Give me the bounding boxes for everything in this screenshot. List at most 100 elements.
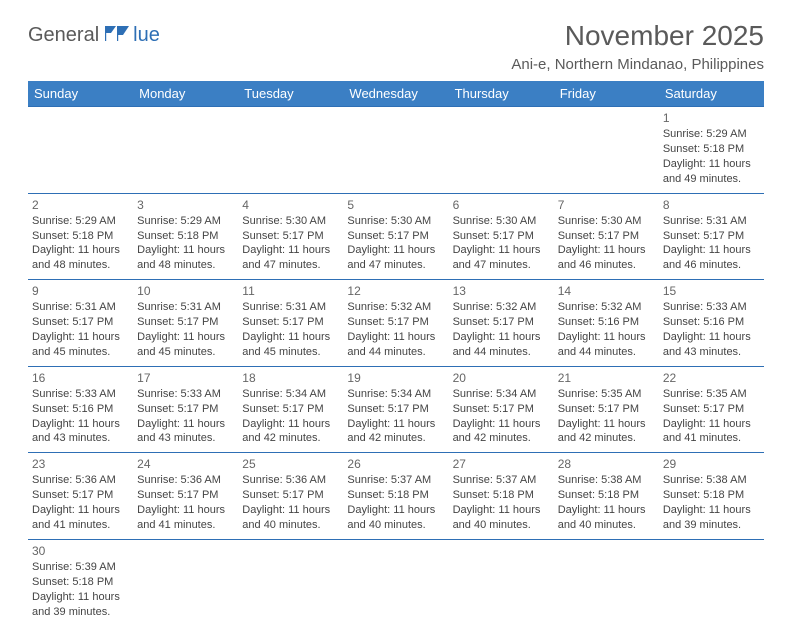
weekday-header: Friday (554, 81, 659, 107)
daylight-line: Daylight: 11 hours and 47 minutes. (453, 243, 550, 273)
day-number: 2 (32, 197, 129, 213)
calendar-day-cell: 13Sunrise: 5:32 AMSunset: 5:17 PMDayligh… (449, 280, 554, 367)
sunrise-line: Sunrise: 5:32 AM (558, 300, 655, 315)
daylight-line: Daylight: 11 hours and 48 minutes. (137, 243, 234, 273)
sunset-line: Sunset: 5:17 PM (663, 229, 760, 244)
sunrise-line: Sunrise: 5:33 AM (32, 387, 129, 402)
calendar-day-cell: 3Sunrise: 5:29 AMSunset: 5:18 PMDaylight… (133, 193, 238, 280)
sunset-line: Sunset: 5:17 PM (137, 402, 234, 417)
day-number: 26 (347, 456, 444, 472)
sunset-line: Sunset: 5:17 PM (558, 402, 655, 417)
sunrise-line: Sunrise: 5:30 AM (558, 214, 655, 229)
day-number: 13 (453, 283, 550, 299)
daylight-line: Daylight: 11 hours and 39 minutes. (32, 590, 129, 620)
daylight-line: Daylight: 11 hours and 42 minutes. (242, 417, 339, 447)
daylight-line: Daylight: 11 hours and 43 minutes. (137, 417, 234, 447)
sunset-line: Sunset: 5:18 PM (347, 488, 444, 503)
day-number: 25 (242, 456, 339, 472)
calendar-day-cell: 21Sunrise: 5:35 AMSunset: 5:17 PMDayligh… (554, 366, 659, 453)
sunset-line: Sunset: 5:17 PM (347, 402, 444, 417)
sunset-line: Sunset: 5:17 PM (453, 229, 550, 244)
sunrise-line: Sunrise: 5:38 AM (663, 473, 760, 488)
calendar-day-cell: 15Sunrise: 5:33 AMSunset: 5:16 PMDayligh… (659, 280, 764, 367)
daylight-line: Daylight: 11 hours and 41 minutes. (663, 417, 760, 447)
calendar-day-cell (133, 107, 238, 194)
daylight-line: Daylight: 11 hours and 43 minutes. (32, 417, 129, 447)
sunset-line: Sunset: 5:17 PM (453, 402, 550, 417)
calendar-table: SundayMondayTuesdayWednesdayThursdayFrid… (28, 81, 764, 625)
sunrise-line: Sunrise: 5:36 AM (242, 473, 339, 488)
sunrise-line: Sunrise: 5:33 AM (663, 300, 760, 315)
sunrise-line: Sunrise: 5:29 AM (137, 214, 234, 229)
day-number: 6 (453, 197, 550, 213)
calendar-day-cell: 1Sunrise: 5:29 AMSunset: 5:18 PMDaylight… (659, 107, 764, 194)
calendar-week-row: 30Sunrise: 5:39 AMSunset: 5:18 PMDayligh… (28, 539, 764, 625)
day-number: 16 (32, 370, 129, 386)
calendar-day-cell: 7Sunrise: 5:30 AMSunset: 5:17 PMDaylight… (554, 193, 659, 280)
sunrise-line: Sunrise: 5:31 AM (32, 300, 129, 315)
sunrise-line: Sunrise: 5:31 AM (242, 300, 339, 315)
sunrise-line: Sunrise: 5:32 AM (453, 300, 550, 315)
day-number: 24 (137, 456, 234, 472)
daylight-line: Daylight: 11 hours and 46 minutes. (558, 243, 655, 273)
weekday-header: Wednesday (343, 81, 448, 107)
sunset-line: Sunset: 5:17 PM (663, 402, 760, 417)
day-number: 3 (137, 197, 234, 213)
daylight-line: Daylight: 11 hours and 42 minutes. (558, 417, 655, 447)
day-number: 27 (453, 456, 550, 472)
logo-text-blue: lue (133, 24, 160, 47)
calendar-day-cell: 9Sunrise: 5:31 AMSunset: 5:17 PMDaylight… (28, 280, 133, 367)
sunrise-line: Sunrise: 5:35 AM (558, 387, 655, 402)
daylight-line: Daylight: 11 hours and 42 minutes. (453, 417, 550, 447)
header: General lue November 2025 Ani-e, Norther… (28, 20, 764, 73)
calendar-day-cell (28, 107, 133, 194)
calendar-day-cell: 28Sunrise: 5:38 AMSunset: 5:18 PMDayligh… (554, 453, 659, 540)
calendar-day-cell (133, 539, 238, 625)
calendar-day-cell (238, 107, 343, 194)
day-number: 4 (242, 197, 339, 213)
calendar-day-cell: 22Sunrise: 5:35 AMSunset: 5:17 PMDayligh… (659, 366, 764, 453)
calendar-day-cell: 27Sunrise: 5:37 AMSunset: 5:18 PMDayligh… (449, 453, 554, 540)
sunrise-line: Sunrise: 5:37 AM (347, 473, 444, 488)
daylight-line: Daylight: 11 hours and 44 minutes. (558, 330, 655, 360)
daylight-line: Daylight: 11 hours and 44 minutes. (347, 330, 444, 360)
calendar-day-cell: 10Sunrise: 5:31 AMSunset: 5:17 PMDayligh… (133, 280, 238, 367)
day-number: 8 (663, 197, 760, 213)
day-number: 5 (347, 197, 444, 213)
calendar-day-cell: 24Sunrise: 5:36 AMSunset: 5:17 PMDayligh… (133, 453, 238, 540)
calendar-week-row: 23Sunrise: 5:36 AMSunset: 5:17 PMDayligh… (28, 453, 764, 540)
calendar-day-cell: 6Sunrise: 5:30 AMSunset: 5:17 PMDaylight… (449, 193, 554, 280)
sunrise-line: Sunrise: 5:33 AM (137, 387, 234, 402)
sunrise-line: Sunrise: 5:36 AM (32, 473, 129, 488)
calendar-day-cell: 19Sunrise: 5:34 AMSunset: 5:17 PMDayligh… (343, 366, 448, 453)
calendar-day-cell: 30Sunrise: 5:39 AMSunset: 5:18 PMDayligh… (28, 539, 133, 625)
sunrise-line: Sunrise: 5:34 AM (453, 387, 550, 402)
weekday-header: Monday (133, 81, 238, 107)
calendar-day-cell (449, 107, 554, 194)
daylight-line: Daylight: 11 hours and 40 minutes. (347, 503, 444, 533)
sunset-line: Sunset: 5:18 PM (137, 229, 234, 244)
daylight-line: Daylight: 11 hours and 44 minutes. (453, 330, 550, 360)
calendar-day-cell (554, 539, 659, 625)
sunrise-line: Sunrise: 5:36 AM (137, 473, 234, 488)
sunset-line: Sunset: 5:17 PM (242, 488, 339, 503)
day-number: 11 (242, 283, 339, 299)
sunrise-line: Sunrise: 5:31 AM (137, 300, 234, 315)
month-title: November 2025 (511, 20, 764, 52)
calendar-week-row: 2Sunrise: 5:29 AMSunset: 5:18 PMDaylight… (28, 193, 764, 280)
day-number: 21 (558, 370, 655, 386)
sunset-line: Sunset: 5:18 PM (558, 488, 655, 503)
daylight-line: Daylight: 11 hours and 49 minutes. (663, 157, 760, 187)
logo: General lue (28, 24, 160, 47)
daylight-line: Daylight: 11 hours and 46 minutes. (663, 243, 760, 273)
weekday-header: Thursday (449, 81, 554, 107)
sunset-line: Sunset: 5:17 PM (242, 402, 339, 417)
daylight-line: Daylight: 11 hours and 40 minutes. (558, 503, 655, 533)
calendar-day-cell: 16Sunrise: 5:33 AMSunset: 5:16 PMDayligh… (28, 366, 133, 453)
day-number: 12 (347, 283, 444, 299)
weekday-header: Tuesday (238, 81, 343, 107)
day-number: 9 (32, 283, 129, 299)
daylight-line: Daylight: 11 hours and 45 minutes. (32, 330, 129, 360)
sunset-line: Sunset: 5:17 PM (453, 315, 550, 330)
day-number: 1 (663, 110, 760, 126)
